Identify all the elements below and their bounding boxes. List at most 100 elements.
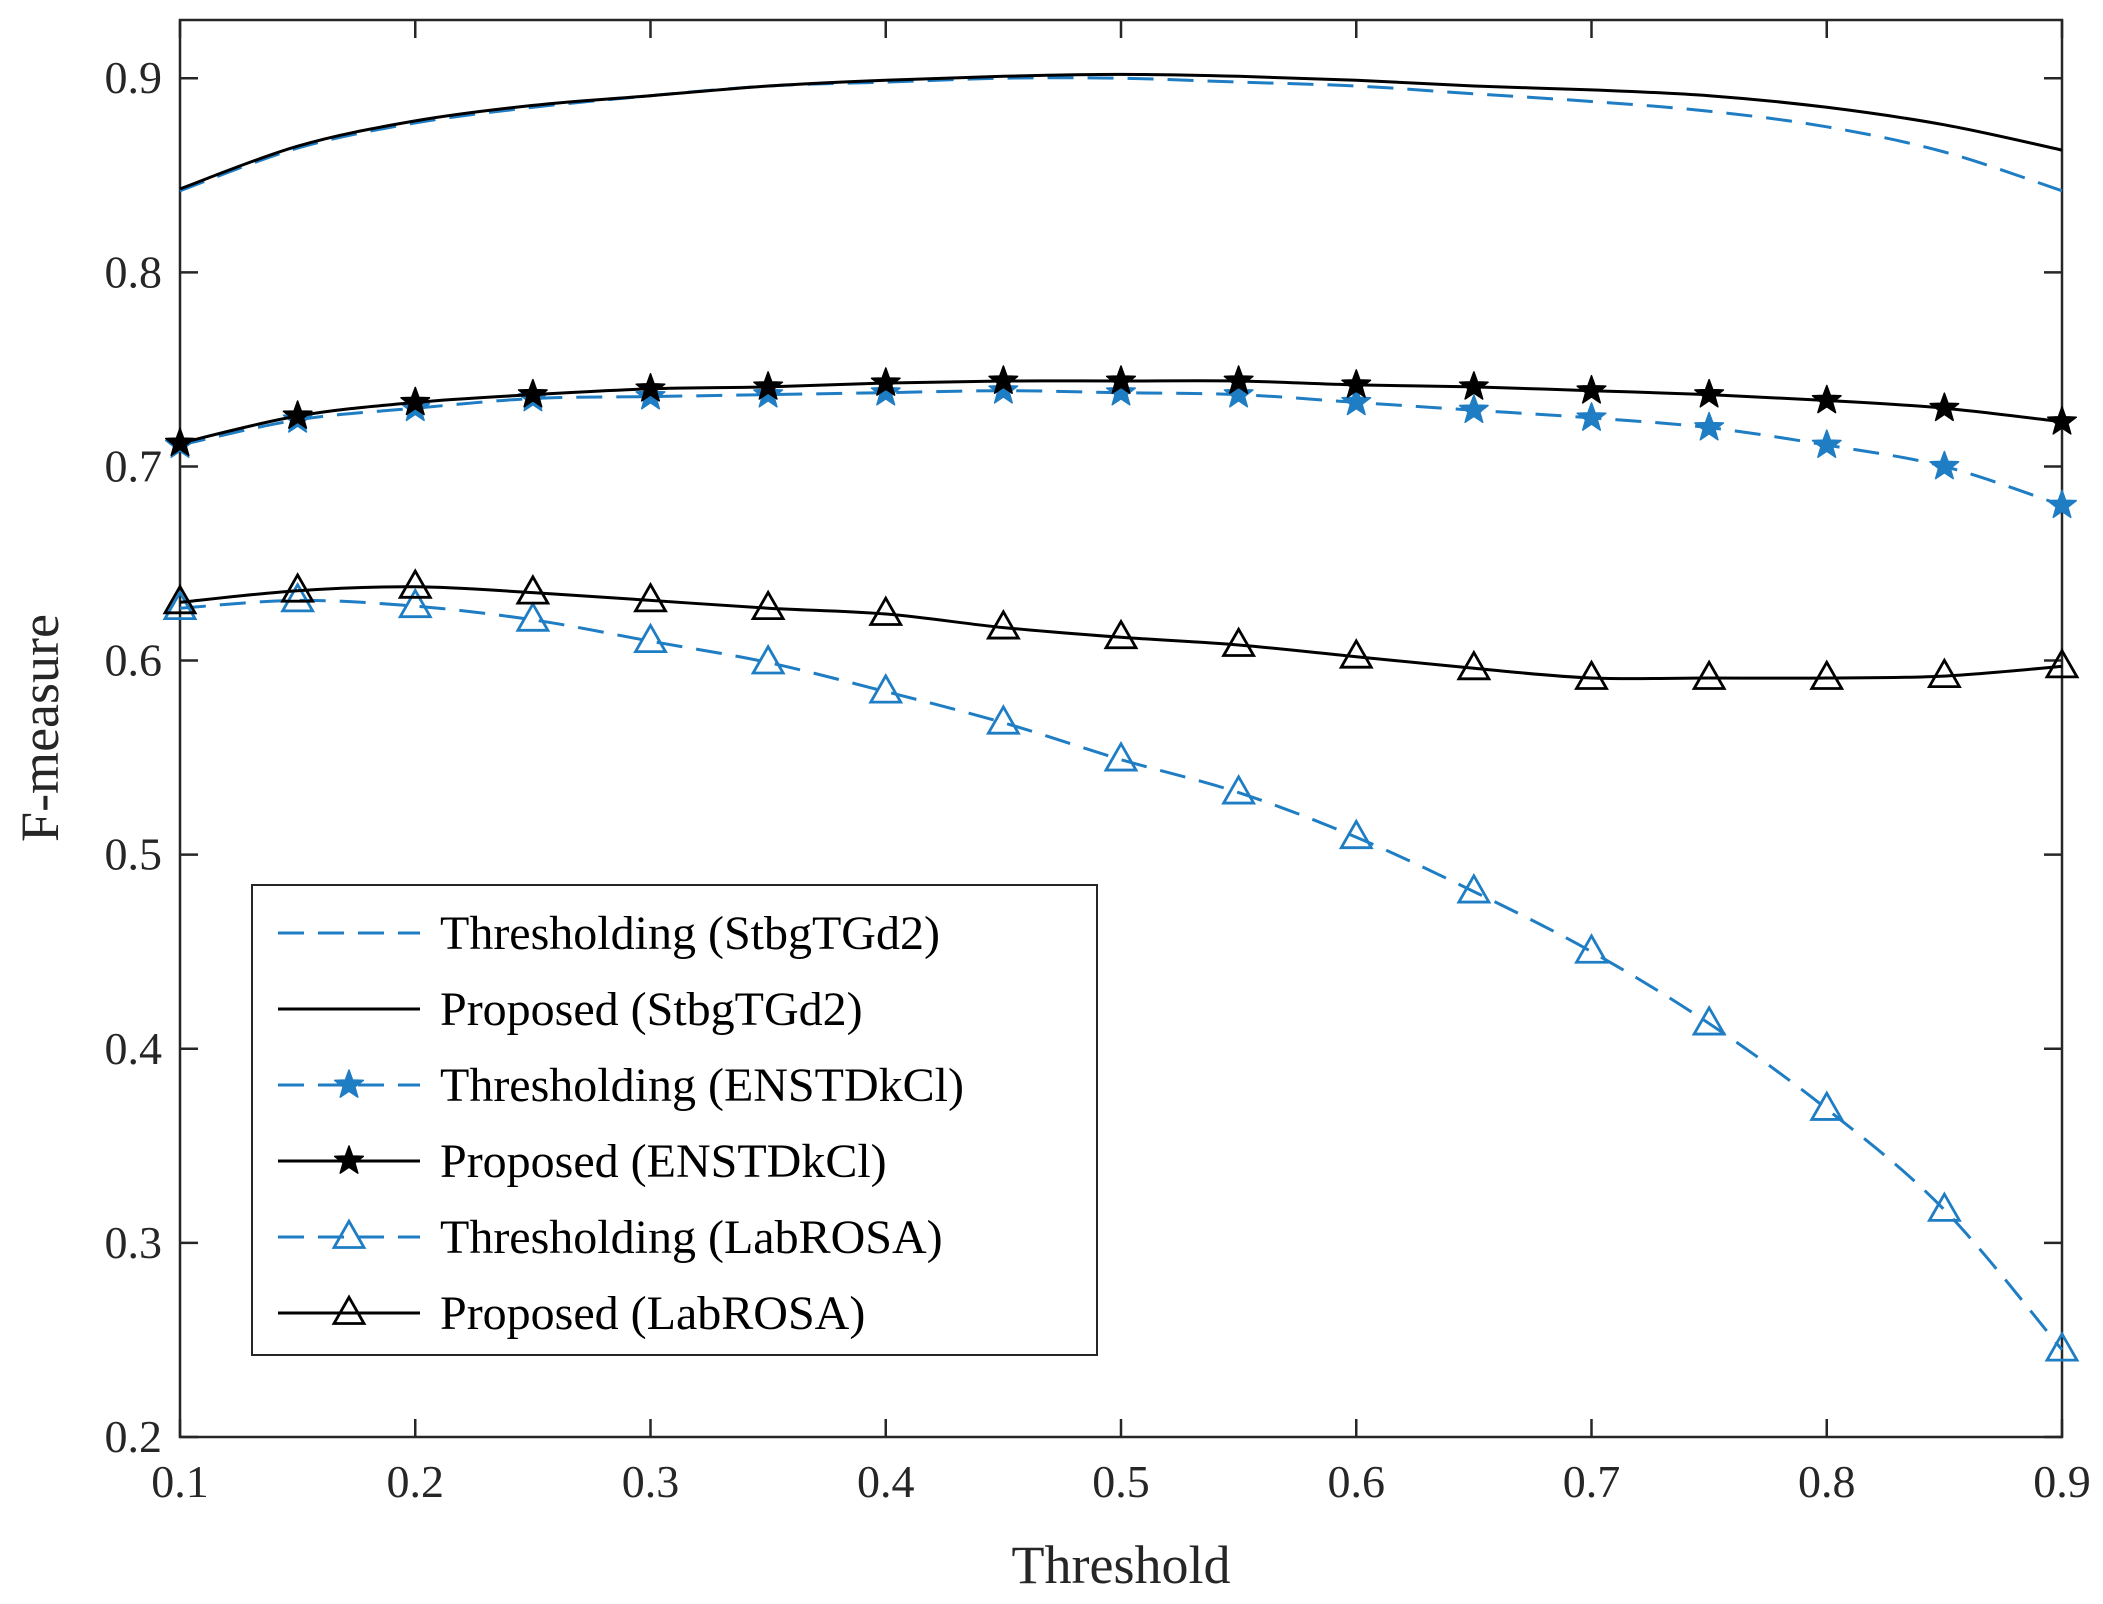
legend-marker-triangle bbox=[331, 1218, 367, 1249]
legend: Thresholding (StbgTGd2) Proposed (StbgTG… bbox=[251, 884, 1098, 1356]
data-point-triangle bbox=[1926, 1191, 1962, 1222]
data-point-triangle bbox=[1103, 618, 1139, 650]
legend-marker-star bbox=[333, 1069, 365, 1098]
data-point-triangle bbox=[1574, 659, 1609, 690]
data-point-star bbox=[1811, 429, 1842, 458]
data-point-triangle bbox=[162, 589, 198, 621]
series-proposed-enstdkcl bbox=[164, 365, 2078, 457]
data-point-triangle bbox=[280, 581, 316, 613]
x-tick-label: 0.1 bbox=[151, 1456, 209, 1507]
data-point-triangle bbox=[1338, 638, 1374, 669]
x-tick-label: 0.8 bbox=[1798, 1456, 1856, 1507]
data-point-star bbox=[1694, 378, 1725, 408]
data-point-star bbox=[1576, 402, 1607, 431]
legend-label-thresholding-labrosa: Thresholding (LabROSA) bbox=[440, 1211, 943, 1264]
data-point-triangle bbox=[1103, 740, 1139, 772]
data-point-star bbox=[400, 386, 431, 416]
data-point-triangle bbox=[633, 581, 668, 613]
data-point-star bbox=[2046, 406, 2078, 435]
y-tick-label: 0.9 bbox=[105, 52, 163, 103]
legend-label-thresholding-stbgtgd2: Thresholding (StbgTGd2) bbox=[440, 907, 940, 960]
y-tick-label: 0.3 bbox=[105, 1217, 163, 1268]
legend-label-thresholding-enstdkcl: Thresholding (ENSTDkCl) bbox=[440, 1059, 964, 1112]
data-point-triangle bbox=[1926, 657, 1962, 688]
y-tick-label: 0.7 bbox=[105, 440, 163, 491]
data-point-triangle bbox=[1338, 818, 1374, 850]
y-axis-title: F-measure bbox=[10, 614, 70, 842]
data-point-triangle bbox=[162, 583, 198, 615]
data-point-triangle bbox=[1809, 1090, 1845, 1121]
data-point-star bbox=[2046, 489, 2078, 519]
data-point-triangle bbox=[1456, 649, 1492, 681]
data-point-star bbox=[1105, 365, 1137, 394]
data-point-triangle bbox=[2044, 647, 2080, 679]
data-point-star bbox=[1811, 384, 1842, 414]
series-line bbox=[179, 585, 2063, 681]
data-point-triangle bbox=[1691, 1004, 1727, 1036]
data-point-star bbox=[1458, 371, 1489, 400]
x-tick-label: 0.9 bbox=[2033, 1456, 2091, 1507]
legend-label-proposed-stbgtgd2: Proposed (StbgTGd2) bbox=[440, 983, 863, 1036]
y-tick-label: 0.8 bbox=[105, 246, 163, 297]
y-tick-label: 0.6 bbox=[105, 635, 163, 686]
legend-label-proposed-enstdkcl: Proposed (ENSTDkCl) bbox=[440, 1135, 887, 1188]
data-point-star bbox=[870, 376, 901, 406]
data-point-triangle bbox=[868, 673, 904, 704]
data-point-triangle bbox=[280, 572, 316, 603]
data-point-star bbox=[1223, 378, 1254, 408]
data-point-triangle bbox=[985, 608, 1021, 640]
data-point-star bbox=[753, 371, 784, 400]
data-point-triangle bbox=[1221, 626, 1257, 657]
data-point-triangle bbox=[1691, 659, 1727, 690]
data-point-star bbox=[1105, 376, 1137, 406]
series-proposed-stbgtgd2 bbox=[179, 72, 2063, 191]
data-point-star bbox=[1576, 374, 1607, 404]
series-line bbox=[179, 72, 2063, 191]
x-tick-label: 0.2 bbox=[387, 1456, 445, 1507]
legend-label-proposed-labrosa: Proposed (LabROSA) bbox=[440, 1287, 865, 1340]
data-point-star bbox=[164, 427, 196, 457]
data-point-triangle bbox=[750, 643, 786, 675]
data-point-star bbox=[1458, 394, 1489, 424]
data-point-star bbox=[1929, 450, 1960, 480]
data-point-star bbox=[1223, 365, 1254, 394]
legend-box bbox=[251, 884, 1098, 1356]
x-axis-title: Threshold bbox=[1012, 1535, 1231, 1595]
data-point-triangle bbox=[515, 601, 551, 632]
data-point-star bbox=[1929, 392, 1960, 422]
data-point-star bbox=[282, 400, 313, 429]
data-point-triangle bbox=[397, 568, 433, 599]
data-point-triangle bbox=[397, 587, 433, 619]
data-point-triangle bbox=[1456, 872, 1492, 904]
data-point-triangle bbox=[1221, 773, 1257, 805]
data-point-star bbox=[1341, 369, 1372, 398]
series-layer bbox=[162, 72, 2080, 1362]
data-point-triangle bbox=[750, 589, 786, 621]
x-tick-label: 0.7 bbox=[1563, 1456, 1621, 1507]
x-tick-label: 0.4 bbox=[857, 1456, 915, 1507]
data-point-star bbox=[870, 367, 901, 396]
y-tick-label: 0.5 bbox=[105, 829, 163, 880]
data-point-triangle bbox=[868, 595, 904, 626]
series-line bbox=[179, 76, 2063, 193]
y-axis-ticks: 0.2 0.3 0.4 0.5 0.6 0.7 0.8 0.9 bbox=[105, 52, 2062, 1462]
data-point-star bbox=[517, 378, 548, 408]
data-point-triangle bbox=[633, 622, 668, 654]
series-proposed-labrosa bbox=[162, 568, 2080, 690]
data-point-triangle bbox=[2044, 1331, 2080, 1362]
x-axis-ticks: 0.1 0.2 0.3 0.4 0.5 0.6 0.7 0.8 0.9 bbox=[151, 20, 2091, 1507]
data-point-triangle bbox=[1809, 659, 1845, 690]
data-point-triangle bbox=[1574, 933, 1609, 964]
series-thresholding-labrosa bbox=[162, 581, 2080, 1362]
series-thresholding-stbgtgd2 bbox=[179, 76, 2063, 193]
data-point-star bbox=[1694, 411, 1725, 441]
data-point-triangle bbox=[985, 704, 1021, 735]
data-point-triangle bbox=[515, 574, 551, 605]
x-tick-label: 0.6 bbox=[1328, 1456, 1386, 1507]
y-tick-label: 0.4 bbox=[105, 1023, 163, 1074]
data-point-star bbox=[1341, 386, 1372, 416]
legend-marker-star bbox=[333, 1145, 365, 1174]
legend-samples bbox=[278, 931, 420, 1325]
data-point-star bbox=[635, 373, 666, 402]
